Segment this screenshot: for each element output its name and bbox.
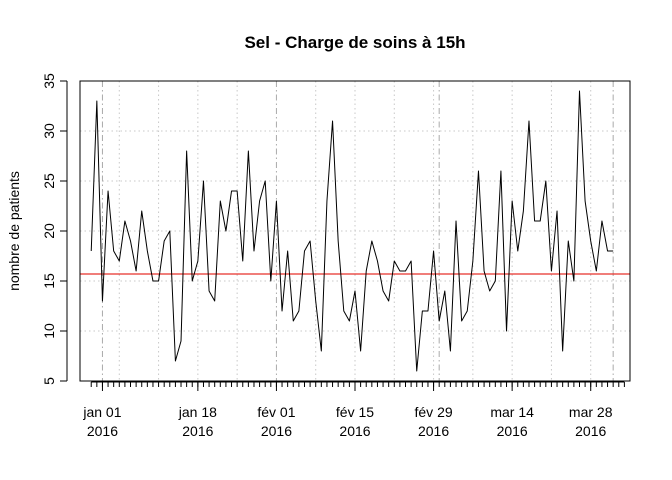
x-tick-label: fév 29: [415, 404, 453, 420]
x-tick-label: jan 01: [82, 404, 121, 420]
y-tick-label: 25: [41, 173, 57, 189]
x-tick-year-label: 2016: [418, 423, 449, 439]
x-tick-label: fév 01: [257, 404, 295, 420]
grid: [79, 80, 631, 382]
chart-title: Sel - Charge de soins à 15h: [244, 33, 465, 52]
x-tick-label: mar 14: [490, 404, 534, 420]
x-tick-year-label: 2016: [87, 423, 118, 439]
x-tick-year-label: 2016: [575, 423, 606, 439]
x-tick-year-label: 2016: [261, 423, 292, 439]
y-tick-label: 35: [41, 73, 57, 89]
y-tick-label: 30: [41, 123, 57, 139]
x-tick-label: mar 28: [569, 404, 613, 420]
x-tick-year-label: 2016: [497, 423, 528, 439]
y-tick-label: 15: [41, 273, 57, 289]
series-line: [90, 90, 614, 372]
axes: 5 10 15 20 25 30 35 jan 01 2016 jan 18 2016 fév 01 2…: [41, 73, 625, 439]
x-tick-label: fév 15: [336, 404, 374, 420]
series-group: [90, 90, 614, 372]
x-tick-year-label: 2016: [182, 423, 213, 439]
y-tick-label: 5: [41, 377, 57, 385]
y-tick-label: 10: [41, 323, 57, 339]
plot-area: [79, 80, 631, 382]
x-tick-label: jan 18: [178, 404, 217, 420]
y-axis-label: nombre de patients: [6, 171, 22, 291]
y-tick-label: 20: [41, 223, 57, 239]
x-tick-year-label: 2016: [339, 423, 370, 439]
